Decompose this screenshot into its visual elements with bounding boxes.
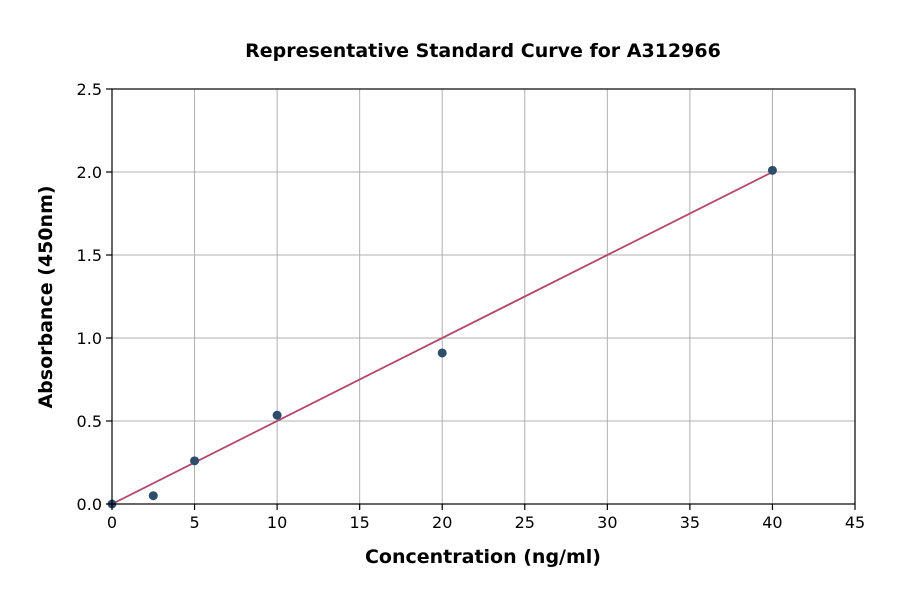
x-tick-label: 10 bbox=[267, 513, 287, 532]
y-tick-label: 1.5 bbox=[77, 246, 102, 265]
data-point bbox=[148, 491, 158, 501]
x-tick-label: 0 bbox=[107, 513, 117, 532]
fit-line bbox=[111, 171, 773, 505]
y-tick-label: 1.0 bbox=[77, 329, 102, 348]
x-tick-label: 30 bbox=[597, 513, 617, 532]
x-axis-ticks: 0 5 10 15 20 25 30 35 40 45 bbox=[107, 504, 865, 532]
data-points bbox=[107, 165, 777, 509]
data-point bbox=[272, 410, 282, 420]
fit-line-layer bbox=[111, 171, 773, 505]
y-tick-label: 2.0 bbox=[77, 163, 102, 182]
x-tick-label: 15 bbox=[349, 513, 369, 532]
x-axis-label: Concentration (ng/ml) bbox=[365, 546, 601, 568]
data-point bbox=[437, 348, 447, 358]
y-axis-label: Absorbance (450nm) bbox=[35, 185, 57, 408]
x-tick-label: 35 bbox=[680, 513, 700, 532]
y-tick-label: 2.5 bbox=[77, 80, 102, 99]
x-tick-label: 40 bbox=[762, 513, 782, 532]
y-tick-label: 0.0 bbox=[77, 495, 102, 514]
x-tick-label: 25 bbox=[515, 513, 535, 532]
x-tick-label: 5 bbox=[189, 513, 199, 532]
data-point bbox=[190, 456, 200, 466]
x-tick-label: 45 bbox=[845, 513, 865, 532]
grid bbox=[111, 88, 856, 505]
y-axis-ticks: 0.0 0.5 1.0 1.5 2.0 2.5 bbox=[77, 80, 112, 514]
plot-frame bbox=[111, 88, 856, 505]
chart-title: Representative Standard Curve for A31296… bbox=[245, 40, 721, 62]
y-tick-label: 0.5 bbox=[77, 412, 102, 431]
data-point bbox=[767, 165, 777, 175]
x-tick-label: 20 bbox=[432, 513, 452, 532]
